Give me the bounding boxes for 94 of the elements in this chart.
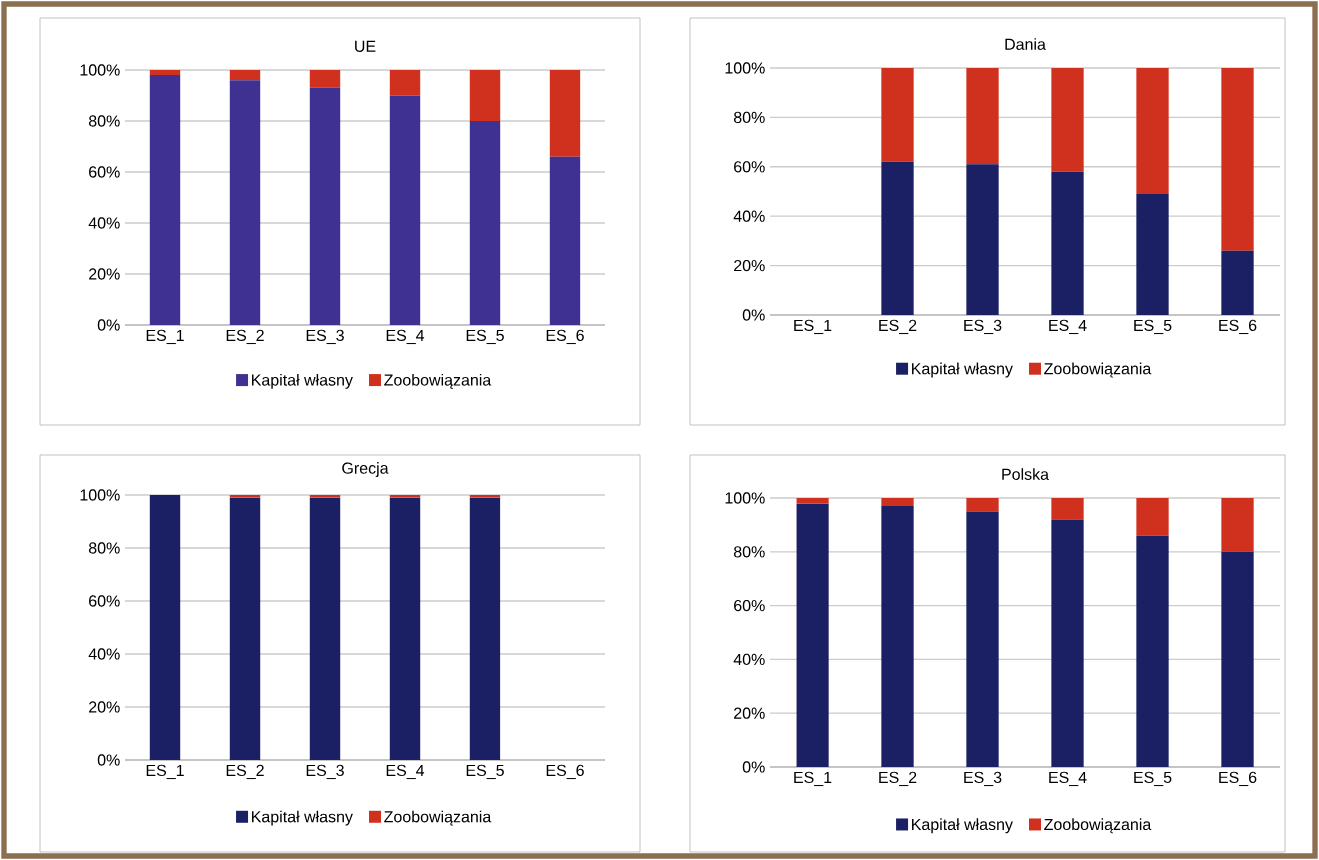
legend-label: Kapitał własny xyxy=(912,818,1013,834)
y-tick-label: 20% xyxy=(734,707,765,719)
bar xyxy=(1051,519,1084,767)
bar xyxy=(229,69,261,81)
y-tick-label: 40% xyxy=(88,217,120,229)
x-tick-label: ES_4 xyxy=(386,764,425,780)
bar xyxy=(881,506,914,767)
x-tick-label: ES_4 xyxy=(386,329,425,345)
y-tick-label: 80% xyxy=(88,542,120,554)
bar xyxy=(549,156,581,325)
legend-label: Kapitał własny xyxy=(912,362,1013,378)
bar xyxy=(1221,551,1254,767)
x-tick-label: ES_3 xyxy=(964,319,1002,335)
x-tick-label: ES_6 xyxy=(546,764,584,780)
y-tick-label: 20% xyxy=(89,268,120,280)
y-tick-label: 80% xyxy=(88,115,120,127)
y-tick-label: 20% xyxy=(89,701,120,713)
y-tick-label: 0% xyxy=(742,309,765,321)
chart-title: Grecja xyxy=(342,462,389,477)
x-tick-label: ES_3 xyxy=(306,764,344,780)
bar xyxy=(229,80,261,325)
bar xyxy=(1136,498,1169,536)
x-tick-label: ES_5 xyxy=(1134,319,1172,335)
y-tick-label: 100% xyxy=(80,64,120,76)
y-tick-label: 40% xyxy=(733,653,765,666)
bar xyxy=(389,69,421,96)
bar xyxy=(1221,67,1254,251)
bar xyxy=(796,498,829,504)
bar xyxy=(149,69,181,76)
bar xyxy=(966,498,999,512)
y-tick-label: 80% xyxy=(733,111,765,124)
x-tick-label: ES_2 xyxy=(879,771,917,787)
x-tick-label: ES_2 xyxy=(226,764,264,780)
y-tick-label: 100% xyxy=(80,489,120,501)
bar xyxy=(1051,171,1084,315)
x-tick-label: ES_3 xyxy=(306,329,344,345)
legend-label: Zoobowiązania xyxy=(1044,362,1152,378)
bar xyxy=(1051,498,1084,520)
bar xyxy=(1136,193,1169,315)
bar xyxy=(309,87,341,325)
bar xyxy=(469,120,501,325)
y-tick-label: 60% xyxy=(734,599,765,612)
y-tick-label: 0% xyxy=(97,319,120,331)
y-tick-label: 60% xyxy=(89,166,120,178)
x-tick-label: ES_1 xyxy=(146,329,184,345)
x-tick-label: ES_1 xyxy=(794,771,832,787)
bar xyxy=(469,69,501,121)
x-tick-label: ES_1 xyxy=(794,319,832,335)
bar xyxy=(966,511,999,767)
y-tick-label: 40% xyxy=(88,648,120,660)
x-tick-label: ES_4 xyxy=(1049,771,1087,787)
legend-label: Zoobowiązania xyxy=(1044,818,1152,834)
y-tick-label: 100% xyxy=(725,492,765,504)
y-tick-label: 20% xyxy=(734,259,765,272)
bar xyxy=(1221,250,1254,315)
chart-title: Polska xyxy=(1002,468,1050,480)
x-tick-label: ES_4 xyxy=(1049,319,1087,335)
legend-label: Zoobowiązania xyxy=(384,810,492,826)
bar xyxy=(149,75,181,325)
bar xyxy=(881,161,914,315)
bar xyxy=(389,95,421,325)
y-tick-label: 60% xyxy=(734,161,765,173)
legend-label: Kapitał własny xyxy=(252,373,353,389)
x-tick-label: ES_5 xyxy=(1134,771,1172,787)
chart-title: Dania xyxy=(1005,38,1046,50)
x-tick-label: ES_2 xyxy=(226,329,264,345)
bar xyxy=(881,498,914,507)
y-tick-label: 60% xyxy=(89,595,120,607)
x-tick-label: ES_2 xyxy=(879,319,917,335)
x-tick-label: ES_6 xyxy=(1219,771,1257,787)
bar xyxy=(1051,67,1084,172)
bar xyxy=(1136,535,1169,767)
x-tick-label: ES_5 xyxy=(466,764,504,780)
bar xyxy=(881,67,914,162)
bar xyxy=(966,164,999,315)
legend-label: Kapitał własny xyxy=(252,810,353,826)
y-tick-label: 100% xyxy=(725,62,765,74)
bar xyxy=(549,69,581,157)
x-tick-label: ES_6 xyxy=(1219,319,1257,335)
x-tick-label: ES_1 xyxy=(146,764,184,780)
bar xyxy=(796,503,829,767)
bar xyxy=(1221,498,1254,552)
y-tick-label: 0% xyxy=(742,761,765,773)
x-tick-label: ES_6 xyxy=(546,329,584,345)
y-tick-label: 40% xyxy=(733,210,765,222)
y-tick-label: 0% xyxy=(97,754,120,766)
bar xyxy=(966,67,999,165)
bar xyxy=(309,69,341,88)
y-tick-label: 80% xyxy=(733,546,765,558)
legend-label: Zoobowiązania xyxy=(384,373,492,389)
x-tick-label: ES_3 xyxy=(964,771,1002,787)
bar xyxy=(1136,67,1169,194)
x-tick-label: ES_5 xyxy=(466,329,504,345)
chart-title: UE xyxy=(355,40,376,52)
